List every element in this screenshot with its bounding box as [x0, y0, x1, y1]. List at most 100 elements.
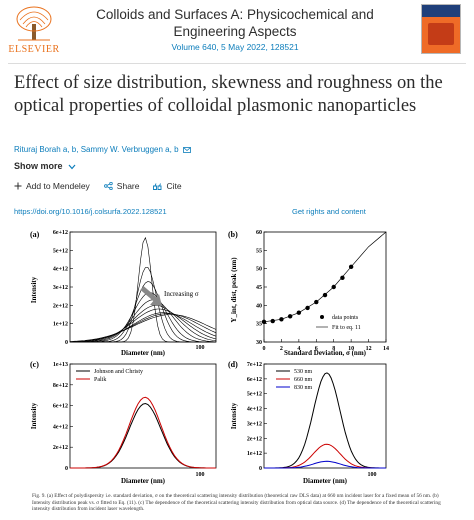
y-tick-label-d: 3e+12	[247, 421, 262, 427]
series-line-c	[70, 396, 216, 469]
article-actions: Add to Mendeley Share Cite	[14, 181, 182, 191]
y-axis-label-d: Intensity	[230, 402, 238, 429]
fit-line-b	[263, 231, 387, 323]
rights-link[interactable]: Get rights and content	[292, 207, 366, 216]
data-points-b	[261, 264, 354, 325]
add-to-mendeley-button[interactable]: Add to Mendeley	[14, 181, 90, 191]
add-to-mendeley-label: Add to Mendeley	[26, 181, 90, 191]
legend-530nm: 530 nm	[294, 369, 313, 375]
header-divider	[8, 63, 466, 64]
legend-830nm: 830 nm	[294, 385, 313, 391]
series-line-a	[69, 314, 217, 342]
x-ticks-b: 0 2 4 6 8 10 12 14	[263, 339, 389, 352]
plot-frame-c	[69, 363, 217, 469]
y-tick-label-a: 2e+12	[53, 303, 68, 309]
cite-button[interactable]: Cite	[153, 181, 182, 191]
series-group-c	[70, 396, 216, 469]
y-axis-label-a: Intensity	[30, 276, 38, 303]
data-point	[279, 317, 284, 322]
x-tick-label-b: 14	[383, 346, 389, 352]
y-axis-label-b: Y_int, dist, peak (nm)	[230, 257, 238, 323]
x-axis-label-b: Standard Deviation, σ (nm)	[284, 349, 367, 357]
y-ticks-c: 0 2e+12 4e+12 6e+12 8e+12 1e+13	[53, 362, 73, 472]
doi-link[interactable]: https://doi.org/10.1016/j.colsurfa.2022.…	[14, 207, 167, 216]
plot-frame-b	[263, 231, 387, 343]
journal-title-line2: Engineering Aspects	[173, 24, 297, 39]
arrow-shaft	[140, 286, 158, 302]
envelope-icon[interactable]	[182, 146, 191, 153]
series-line-d	[264, 460, 386, 469]
y-ticks-a: 0 1e+12 2e+12 3e+12 4e+12 5e+12 6e+12	[53, 230, 73, 346]
chevron-down-icon	[68, 164, 76, 170]
x-axis-label-c: Diameter (nm)	[121, 477, 166, 485]
x-tick-label-b: 0	[263, 346, 266, 352]
legend-660nm: 660 nm	[294, 377, 313, 383]
data-point	[296, 310, 302, 315]
fit-curve	[263, 231, 387, 323]
y-tick-label-d: 2e+12	[247, 436, 262, 442]
y-tick-label-d: 6e+12	[247, 377, 262, 383]
data-point	[270, 318, 275, 324]
panel-label-c: (c)	[30, 360, 39, 369]
cite-label: Cite	[166, 181, 182, 191]
author-list[interactable]: Rituraj Borah a, b, Sammy W. Verbruggen …	[14, 145, 191, 154]
legend-palik: Palik	[94, 377, 106, 383]
figure-9[interactable]: (a) (b) (c) (d) 0 1e+12 2e+12 3e+12 4e+12 5e+…	[22, 222, 462, 490]
y-tick-label-a: 1e+12	[53, 322, 68, 328]
y-tick-label-a: 5e+12	[53, 248, 68, 254]
journal-cover-image[interactable]	[421, 4, 461, 54]
share-label: Share	[116, 181, 140, 191]
journal-header: ELSEVIER Colloids and Surfaces A: Physic…	[0, 0, 474, 62]
article-title: Effect of size distribution, skewness an…	[14, 73, 443, 116]
y-tick-label-c: 2e+12	[53, 445, 68, 451]
y-tick-label-b: 60	[256, 230, 262, 236]
x-axis-label-d: Diameter (nm)	[303, 477, 348, 485]
series-line-d	[264, 443, 386, 469]
series-line-a	[69, 313, 217, 342]
plus-icon	[14, 182, 22, 190]
y-tick-label-d: 5e+12	[247, 392, 262, 398]
y-axis-label-c: Intensity	[30, 402, 38, 429]
chart-a: 0 1e+12 2e+12 3e+12 4e+12 5e+12 6e+12 Intensit…	[30, 230, 217, 357]
series-line-a	[70, 299, 217, 343]
y-ticks-b: 30 35 40 45 50 55 60	[256, 230, 267, 346]
volume-link[interactable]: Volume 640, 5 May 2022, 128521	[171, 42, 299, 52]
data-point	[331, 284, 336, 290]
x-tick-c-100: 100	[196, 472, 205, 478]
y-ticks-d: 0 1e+12 2e+12 3e+12 4e+12 5e+12 6e+12 7e+12	[247, 362, 267, 472]
legend-johnson-christy: Johnson and Christy	[94, 369, 143, 375]
y-tick-label-c: 0	[65, 466, 68, 472]
y-tick-label-a: 6e+12	[53, 230, 68, 236]
data-point	[261, 319, 267, 325]
y-tick-label-d: 1e+12	[247, 451, 262, 457]
series-line-a	[70, 312, 217, 343]
publisher-name: ELSEVIER	[8, 44, 60, 55]
y-tick-label-b: 30	[256, 340, 262, 346]
y-tick-label-b: 55	[256, 248, 262, 254]
legend-fit: Fit to eq. 11	[332, 325, 361, 331]
figure-caption: Fig. 9. (a) Effect of polydispersity i.e…	[32, 493, 441, 513]
share-button[interactable]: Share	[103, 181, 140, 191]
show-more-label: Show more	[14, 161, 63, 171]
author-names[interactable]: Rituraj Borah a, b, Sammy W. Verbruggen …	[14, 145, 179, 154]
series-group-a	[69, 236, 217, 343]
data-point	[340, 275, 345, 281]
x-tick-label-b: 2	[280, 346, 283, 352]
x-tick-d-100: 100	[368, 472, 377, 478]
chart-d: 0 1e+12 2e+12 3e+12 4e+12 5e+12 6e+12 7e+12 Int…	[230, 362, 387, 485]
x-tick-label-b: 4	[297, 346, 300, 352]
y-tick-label-d: 0	[259, 466, 262, 472]
y-tick-label-b: 40	[256, 303, 262, 309]
legend-data-points: data points	[332, 315, 359, 321]
y-tick-label-c: 4e+12	[53, 424, 68, 430]
y-tick-label-a: 4e+12	[53, 267, 68, 273]
journal-title[interactable]: Colloids and Surfaces A: Physicochemical…	[70, 6, 400, 40]
panel-label-d: (d)	[228, 360, 238, 369]
annotation-increasing-sigma: Increasing σ	[164, 290, 199, 298]
x-tick-a-100: 100	[196, 345, 205, 351]
x-tick-label-b: 8	[332, 346, 335, 352]
elsevier-logo[interactable]: ELSEVIER	[6, 4, 62, 58]
show-more-button[interactable]: Show more	[14, 161, 76, 171]
y-tick-label-c: 8e+12	[53, 383, 68, 389]
y-tick-label-b: 35	[256, 322, 262, 328]
